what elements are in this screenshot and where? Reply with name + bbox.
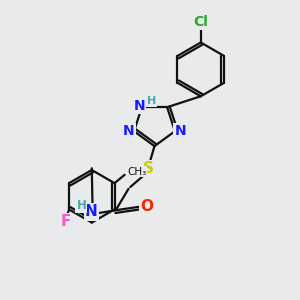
Text: F: F — [60, 214, 70, 230]
Text: N: N — [85, 204, 98, 219]
Text: N: N — [134, 99, 145, 113]
Text: O: O — [140, 199, 154, 214]
Text: H: H — [147, 96, 156, 106]
Text: CH₃: CH₃ — [127, 167, 146, 177]
Text: Cl: Cl — [193, 15, 208, 29]
Text: N: N — [123, 124, 134, 138]
Text: N: N — [175, 124, 186, 138]
Text: S: S — [142, 161, 153, 176]
Text: H: H — [76, 199, 86, 212]
